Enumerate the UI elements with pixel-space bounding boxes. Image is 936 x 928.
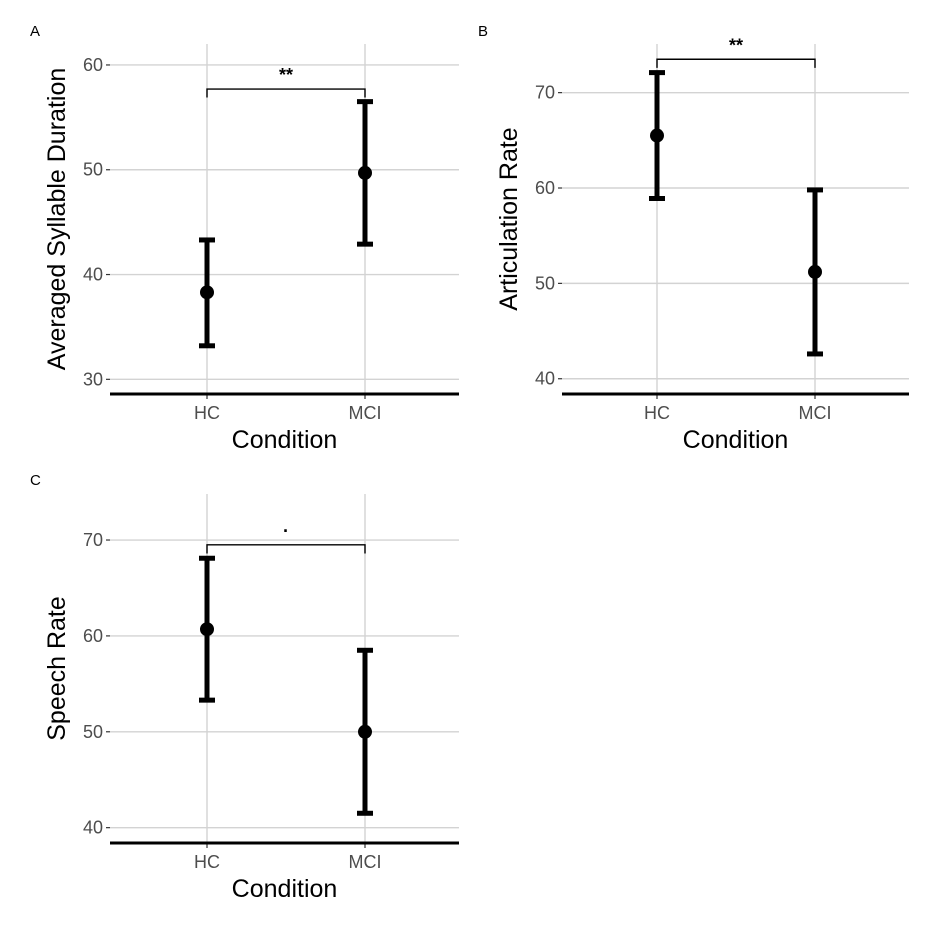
x-axis-title: Condition: [232, 426, 338, 454]
y-tick-label: 50: [535, 273, 555, 293]
chart-panel-a: A 30 40 50 60 HC MCI Condition Averaged Syllable…: [30, 23, 459, 454]
y-tick-label: 40: [83, 818, 103, 838]
significance-label: **: [729, 35, 743, 55]
x-tick-label: HC: [194, 852, 220, 872]
significance-label: ·: [283, 521, 289, 541]
y-tick-label: 60: [83, 55, 103, 75]
y-tick-label: 70: [83, 530, 103, 550]
mean-point: [358, 165, 372, 180]
y-axis-title: Articulation Rate: [495, 127, 523, 310]
significance-bracket: [656, 58, 816, 68]
x-tick-label: MCI: [349, 852, 382, 872]
x-axis-title: Condition: [683, 426, 789, 454]
significance-bracket: [206, 88, 366, 98]
y-tick-label: 70: [535, 83, 555, 103]
mean-point: [358, 724, 372, 739]
panel-label: C: [30, 472, 41, 489]
chart-panel-b: B 40 50 60 70 HC MCI Condition Articulation Rate…: [478, 23, 909, 454]
y-tick-label: 40: [535, 369, 555, 389]
mean-point: [200, 285, 214, 300]
mean-point: [200, 622, 214, 637]
x-tick-label: MCI: [799, 403, 832, 423]
x-tick-label: MCI: [349, 403, 382, 423]
y-tick-label: 60: [83, 626, 103, 646]
mean-point: [650, 128, 664, 143]
mean-point: [808, 264, 822, 279]
y-tick-label: 50: [83, 160, 103, 180]
x-axis-title: Condition: [232, 875, 338, 903]
panel-label: B: [478, 23, 488, 40]
y-tick-label: 30: [83, 369, 103, 389]
panel-label: A: [30, 23, 40, 40]
x-tick-label: HC: [644, 403, 670, 423]
x-tick-label: HC: [194, 403, 220, 423]
significance-label: **: [279, 65, 293, 85]
y-axis-title: Speech Rate: [43, 596, 71, 741]
y-tick-label: 60: [535, 178, 555, 198]
y-tick-label: 50: [83, 722, 103, 742]
y-tick-label: 40: [83, 265, 103, 285]
chart-panel-c: C 40 50 60 70 HC MCI Condition Speech Rate ·: [30, 472, 459, 903]
y-axis-title: Averaged Syllable Duration: [43, 68, 71, 371]
significance-bracket: [206, 544, 366, 554]
